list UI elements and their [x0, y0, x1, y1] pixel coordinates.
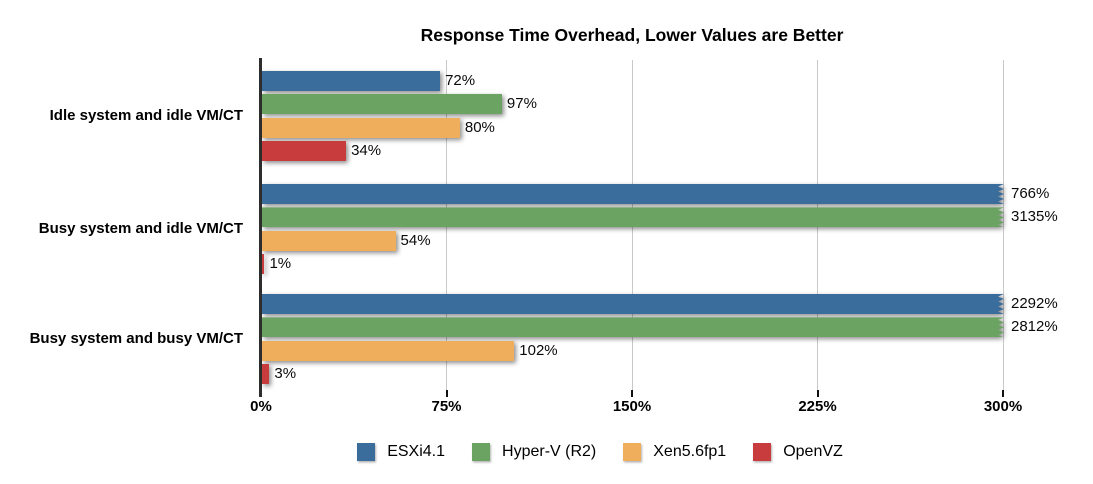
- legend: ESXi4.1 Hyper-V (R2) Xen5.6fp1 OpenVZ: [107, 443, 1093, 461]
- axis-tick-mark: [816, 390, 819, 397]
- bar-fill-openvz: [262, 141, 347, 162]
- bar-fill-esxi4-1: [262, 184, 1004, 204]
- bar: [262, 340, 515, 361]
- axis-tick-label: 0%: [250, 398, 272, 415]
- bar: [262, 141, 347, 162]
- category-label: Busy system and busy VM/CT: [29, 330, 243, 348]
- y-axis-line: [259, 58, 262, 397]
- legend-item: Hyper-V (R2): [472, 443, 596, 461]
- category-label: Idle system and idle VM/CT: [49, 107, 243, 125]
- value-label: 1%: [269, 255, 292, 273]
- legend-swatch: [472, 443, 491, 461]
- value-label: 102%: [519, 341, 558, 359]
- axis-tick-label: 75%: [431, 398, 462, 415]
- bar-fill-openvz: [262, 254, 265, 275]
- value-label: 3%: [274, 365, 297, 383]
- bar: [262, 317, 1004, 337]
- chart-title: Response Time Overhead, Lower Values are…: [420, 25, 844, 45]
- bar: [262, 117, 460, 138]
- axis-tick-mark: [1002, 390, 1004, 397]
- bar: [262, 94, 502, 115]
- bar: [262, 254, 265, 275]
- bar-fill-xen5-6fp1: [262, 230, 396, 251]
- value-label: 2812%: [1011, 318, 1058, 336]
- value-label: 766%: [1011, 185, 1050, 202]
- bar: [262, 230, 396, 251]
- value-label: 80%: [464, 118, 495, 136]
- legend-label: OpenVZ: [783, 443, 843, 460]
- bar-fill-openvz: [262, 364, 270, 385]
- value-label: 72%: [445, 72, 476, 89]
- axis-tick-mark: [445, 390, 448, 397]
- value-label: 54%: [400, 231, 431, 249]
- bar: [262, 294, 1004, 314]
- value-label: 97%: [506, 95, 537, 113]
- value-label: 2292%: [1011, 295, 1058, 312]
- gridline: [1002, 60, 1004, 390]
- axis-tick-label: 300%: [983, 398, 1023, 415]
- legend-label: ESXi4.1: [387, 443, 446, 460]
- bar-fill-xen5-6fp1: [262, 117, 460, 138]
- bar-fill-hyper-v-r2-: [262, 207, 1004, 227]
- legend-item: Xen5.6fp1: [623, 443, 726, 461]
- bar: [262, 364, 270, 385]
- bar-fill-hyper-v-r2-: [262, 317, 1004, 337]
- bar-fill-esxi4-1: [262, 294, 1004, 314]
- category-label: Busy system and idle VM/CT: [38, 220, 243, 238]
- bar: [262, 71, 441, 91]
- bar-fill-hyper-v-r2-: [262, 94, 502, 115]
- bar: [262, 184, 1004, 204]
- legend-swatch: [753, 443, 772, 461]
- bar: [262, 207, 1004, 227]
- legend-swatch: [357, 443, 376, 461]
- axis-tick-label: 225%: [798, 398, 837, 415]
- bar-fill-xen5-6fp1: [262, 340, 515, 361]
- axis-tick-mark: [631, 390, 633, 397]
- bar-fill-esxi4-1: [262, 71, 441, 91]
- legend-label: Hyper-V (R2): [502, 443, 597, 460]
- value-label: 3135%: [1011, 208, 1058, 226]
- axis-tick-label: 150%: [612, 398, 652, 415]
- value-label: 34%: [351, 142, 382, 160]
- plot-area: [259, 58, 1004, 397]
- legend-label: Xen5.6fp1: [653, 443, 727, 460]
- legend-swatch: [623, 443, 642, 461]
- legend-item: OpenVZ: [753, 443, 843, 461]
- legend-item: ESXi4.1: [357, 443, 445, 461]
